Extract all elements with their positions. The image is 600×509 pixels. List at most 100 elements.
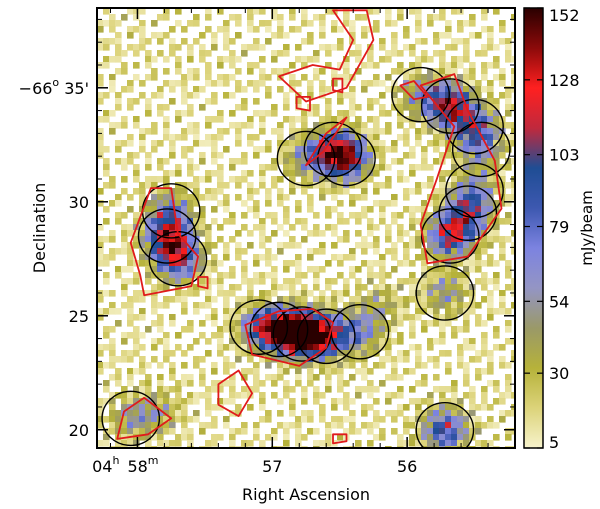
heatmap-cell <box>355 266 362 273</box>
heatmap-cell <box>361 338 368 345</box>
heatmap-cell <box>451 212 458 219</box>
heatmap-cell <box>355 128 362 135</box>
heatmap-cell <box>109 428 116 435</box>
heatmap-cell <box>229 218 236 225</box>
heatmap-cell <box>331 362 338 369</box>
heatmap-cell <box>439 404 446 411</box>
heatmap-cell <box>481 248 488 255</box>
heatmap-cell <box>145 278 152 285</box>
heatmap-cell <box>457 26 464 33</box>
heatmap-cell <box>271 278 278 285</box>
heatmap-cell <box>355 146 362 153</box>
heatmap-cell <box>331 176 338 183</box>
heatmap-cell <box>445 272 452 279</box>
heatmap-cell <box>319 302 326 309</box>
heatmap-cell <box>259 344 266 351</box>
heatmap-cell <box>283 212 290 219</box>
heatmap-cell <box>475 140 482 147</box>
heatmap-cell <box>205 386 212 393</box>
heatmap-cell <box>313 140 320 147</box>
heatmap-cell <box>271 344 278 351</box>
heatmap-cell <box>349 140 356 147</box>
heatmap-cell <box>109 326 116 333</box>
heatmap-cell <box>379 362 386 369</box>
heatmap-cell <box>277 242 284 249</box>
heatmap-cell <box>313 446 320 448</box>
heatmap-cell <box>385 56 392 63</box>
heatmap-cell <box>325 326 332 333</box>
heatmap-cell <box>151 140 158 147</box>
heatmap-cell <box>349 86 356 93</box>
heatmap-cell <box>265 326 272 333</box>
heatmap-cell <box>451 248 458 255</box>
heatmap-cell <box>397 410 404 417</box>
heatmap-cell <box>247 44 254 51</box>
heatmap-cell <box>247 20 254 27</box>
heatmap-cell <box>187 284 194 291</box>
heatmap-cell <box>241 212 248 219</box>
heatmap-cell <box>469 194 476 201</box>
heatmap-cell <box>373 398 380 405</box>
heatmap-cell <box>505 86 512 93</box>
heatmap-cell <box>181 434 188 441</box>
heatmap-cell <box>475 242 482 249</box>
heatmap-cell <box>325 86 332 93</box>
heatmap-cell <box>157 212 164 219</box>
heatmap-cell <box>139 290 146 297</box>
heatmap-cell <box>145 272 152 279</box>
heatmap-cell <box>445 110 452 117</box>
heatmap-cell <box>379 128 386 135</box>
heatmap-cell <box>151 128 158 135</box>
heatmap-cell <box>205 392 212 399</box>
heatmap-cell <box>133 440 140 447</box>
heatmap-cell <box>127 260 134 267</box>
heatmap-cell <box>391 374 398 381</box>
heatmap-cell <box>115 356 122 363</box>
heatmap-cell <box>139 428 146 435</box>
heatmap-cell <box>361 152 368 159</box>
heatmap-cell <box>349 326 356 333</box>
heatmap-cell <box>403 134 410 141</box>
heatmap-cell <box>325 368 332 375</box>
heatmap-cell <box>313 386 320 393</box>
heatmap-cell <box>475 356 482 363</box>
heatmap-cell <box>175 116 182 123</box>
heatmap-cell <box>469 188 476 195</box>
heatmap-cell <box>127 314 134 321</box>
heatmap-cell <box>103 146 110 153</box>
heatmap-cell <box>241 350 248 357</box>
heatmap-cell <box>493 110 500 117</box>
heatmap-cell <box>349 146 356 153</box>
heatmap-cell <box>205 98 212 105</box>
heatmap-cell <box>325 296 332 303</box>
heatmap-cell <box>469 110 476 117</box>
heatmap-cell <box>295 26 302 33</box>
heatmap-cell <box>223 26 230 33</box>
heatmap-cell <box>235 350 242 357</box>
heatmap-cell <box>163 128 170 135</box>
heatmap-cell <box>433 206 440 213</box>
heatmap-cell <box>427 392 434 399</box>
heatmap-cell <box>295 116 302 123</box>
heatmap-cell <box>343 254 350 261</box>
heatmap-cell <box>397 386 404 393</box>
heatmap-cell <box>133 116 140 123</box>
heatmap-cell <box>229 344 236 351</box>
heatmap-cell <box>259 236 266 243</box>
heatmap-cell <box>187 212 194 219</box>
heatmap-cell <box>391 140 398 147</box>
heatmap-cell <box>259 404 266 411</box>
heatmap-cell <box>433 218 440 225</box>
heatmap-cell <box>457 362 464 369</box>
heatmap-cell <box>241 86 248 93</box>
heatmap-cell <box>409 146 416 153</box>
heatmap-cell <box>427 398 434 405</box>
heatmap-cell <box>343 428 350 435</box>
heatmap-cell <box>385 122 392 129</box>
heatmap-cell <box>481 170 488 177</box>
heatmap-cell <box>445 26 452 33</box>
heatmap-cell <box>145 218 152 225</box>
heatmap-cell <box>337 398 344 405</box>
heatmap-cell <box>391 98 398 105</box>
heatmap-cell <box>457 296 464 303</box>
